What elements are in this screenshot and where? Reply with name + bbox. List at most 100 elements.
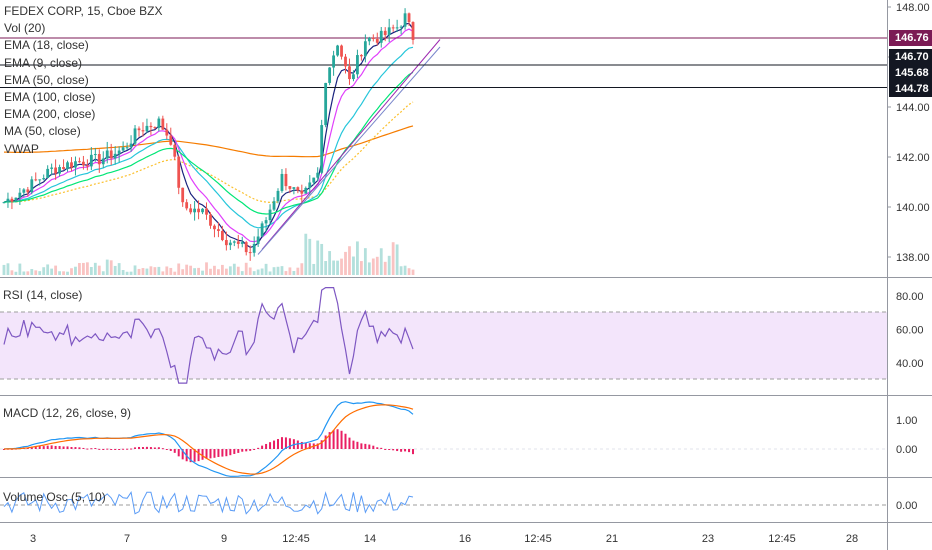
candle-body bbox=[316, 172, 320, 178]
macd-histogram-bar bbox=[217, 449, 220, 457]
macd-histogram-bar bbox=[165, 449, 168, 450]
candle-body bbox=[70, 162, 73, 168]
macd-histogram-bar bbox=[94, 448, 97, 450]
volume-bar bbox=[197, 267, 200, 275]
volume-osc-line bbox=[3, 490, 414, 515]
legend-ema-9[interactable]: EMA (9, close) bbox=[4, 55, 83, 70]
chart-title[interactable]: FEDEX CORP, 15, Cboe BZX bbox=[4, 4, 163, 18]
candle-body bbox=[50, 167, 54, 169]
volume-bar bbox=[308, 238, 312, 275]
macd-label[interactable]: MACD (12, 26, close, 9) bbox=[3, 406, 132, 420]
volume-bar bbox=[97, 265, 101, 275]
macd-histogram-bar bbox=[86, 448, 89, 450]
macd-histogram-bar bbox=[169, 449, 172, 451]
volume-bar bbox=[153, 267, 157, 275]
legend-ma-50[interactable]: MA (50, close) bbox=[4, 124, 81, 139]
candle-body bbox=[82, 161, 85, 166]
candle-body bbox=[252, 243, 256, 253]
macd-histogram-bar bbox=[141, 447, 144, 449]
candle-body bbox=[145, 125, 149, 132]
legend-ema-18[interactable]: EMA (18, close) bbox=[4, 38, 89, 53]
rsi-label[interactable]: RSI (14, close) bbox=[3, 288, 83, 302]
legend-vol[interactable]: Vol (20) bbox=[4, 21, 46, 36]
volume-bar bbox=[304, 233, 308, 275]
volume-bar bbox=[268, 271, 272, 275]
macd-histogram-bar bbox=[408, 449, 411, 453]
macd-histogram-bar bbox=[70, 447, 73, 449]
candle-body bbox=[324, 82, 328, 126]
volume-bar bbox=[46, 264, 50, 275]
macd-histogram-bar bbox=[284, 437, 287, 449]
macd-histogram-bar bbox=[213, 449, 216, 458]
candle-body bbox=[185, 202, 189, 209]
volume-bar bbox=[117, 263, 121, 275]
candle-body bbox=[193, 208, 197, 213]
volume-bar bbox=[109, 260, 113, 275]
candle-body bbox=[244, 242, 248, 253]
candle-body bbox=[97, 154, 101, 165]
ema-50-line bbox=[3, 101, 414, 203]
time-tick-label: 16 bbox=[459, 533, 471, 545]
candle-body bbox=[89, 154, 93, 167]
macd-histogram-bar bbox=[269, 442, 272, 449]
volume-bar bbox=[38, 271, 42, 275]
candle-body bbox=[288, 186, 292, 189]
volume-bar bbox=[292, 271, 296, 275]
candle-body bbox=[344, 56, 347, 67]
volume-bar bbox=[352, 256, 355, 275]
volume-bar bbox=[228, 266, 232, 275]
price-tick-label: 138.00 bbox=[896, 252, 930, 264]
macd-histogram-bar bbox=[412, 449, 415, 455]
legend-ema-50[interactable]: EMA (50, close) bbox=[4, 72, 89, 87]
volume-bar bbox=[284, 271, 288, 275]
rsi-tick-label: 40.00 bbox=[896, 358, 924, 370]
volume-bar bbox=[367, 262, 371, 275]
legend-ema-200[interactable]: EMA (200, close) bbox=[4, 107, 96, 122]
indicator-lines bbox=[3, 22, 441, 255]
candle-body bbox=[232, 241, 236, 243]
vol-osc-label[interactable]: Volume Osc (5, 10) bbox=[3, 490, 106, 504]
legend-ema-100[interactable]: EMA (100, close) bbox=[4, 89, 96, 104]
candle-body bbox=[228, 242, 232, 246]
volume-bar bbox=[344, 251, 347, 275]
volume-bar bbox=[236, 266, 240, 275]
volume-bar bbox=[387, 255, 391, 275]
volume-bar bbox=[161, 271, 165, 275]
candle-body bbox=[113, 153, 117, 159]
trend-line bbox=[257, 46, 441, 255]
candle-body bbox=[240, 242, 244, 244]
volume-bar bbox=[403, 265, 407, 275]
volume-bar bbox=[78, 263, 81, 275]
volume-bar bbox=[10, 270, 14, 275]
time-tick-label: 3 bbox=[30, 533, 36, 545]
macd-histogram-bar bbox=[106, 448, 109, 450]
volume-bar bbox=[363, 248, 367, 275]
volume-bar bbox=[348, 246, 351, 275]
candle-body bbox=[248, 252, 252, 254]
candle-body bbox=[14, 197, 18, 202]
macd-histogram-bar bbox=[157, 447, 160, 449]
macd-histogram-bar bbox=[126, 448, 129, 450]
macd-histogram-bar bbox=[201, 449, 204, 460]
macd-histogram-bar bbox=[360, 443, 363, 449]
price-tick-label: 148.00 bbox=[896, 2, 930, 14]
legend-vwap[interactable]: VWAP bbox=[4, 141, 39, 156]
candle-body bbox=[173, 144, 177, 157]
volume-bar bbox=[62, 271, 65, 275]
price-tag-level: 145.68 bbox=[889, 65, 932, 81]
volume-osc-series bbox=[3, 490, 414, 515]
macd-histogram-bar bbox=[153, 447, 156, 449]
time-tick-label: 12:45 bbox=[524, 533, 552, 545]
candle-body bbox=[129, 143, 133, 148]
candle-body bbox=[189, 208, 193, 213]
volume-bar bbox=[399, 266, 403, 275]
volume-bar bbox=[391, 242, 395, 275]
candle-body bbox=[332, 55, 335, 68]
price-tag-last: 146.76 bbox=[889, 30, 932, 46]
rsi-tick-label: 80.00 bbox=[896, 291, 924, 303]
macd-histogram-bar bbox=[328, 432, 331, 449]
volume-bar bbox=[58, 271, 61, 275]
candle-body bbox=[407, 13, 411, 23]
candle-body bbox=[177, 156, 181, 188]
